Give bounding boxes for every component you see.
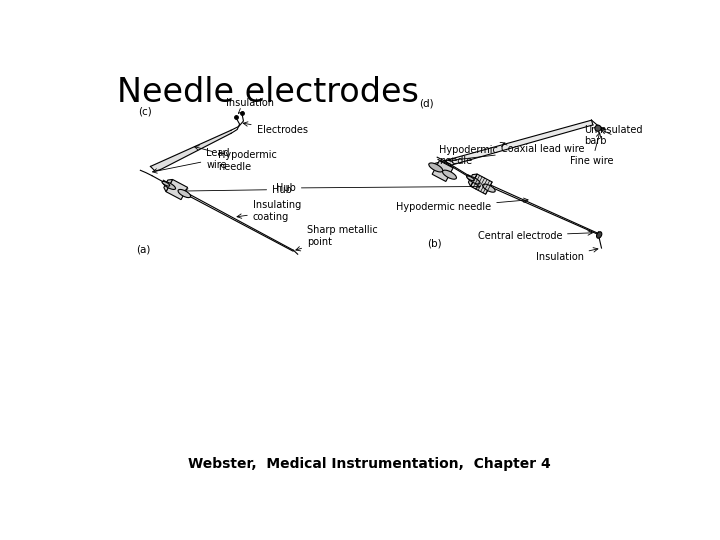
Polygon shape bbox=[150, 130, 231, 170]
Text: (d): (d) bbox=[419, 98, 434, 109]
Text: Needle electrodes: Needle electrodes bbox=[117, 76, 419, 109]
Polygon shape bbox=[471, 174, 492, 194]
Ellipse shape bbox=[163, 181, 176, 190]
Ellipse shape bbox=[429, 163, 443, 172]
Text: (a): (a) bbox=[137, 245, 151, 254]
Text: Uninsulated
barb: Uninsulated barb bbox=[585, 125, 643, 146]
Text: Hypodermic
needle: Hypodermic needle bbox=[438, 143, 505, 166]
Text: Coaxial lead wire: Coaxial lead wire bbox=[449, 145, 584, 163]
Text: Insulating
coating: Insulating coating bbox=[237, 200, 301, 222]
Text: Sharp metallic
point: Sharp metallic point bbox=[296, 225, 378, 251]
Text: Hypodermic needle: Hypodermic needle bbox=[396, 198, 528, 212]
Ellipse shape bbox=[467, 176, 480, 184]
Ellipse shape bbox=[482, 184, 495, 192]
Polygon shape bbox=[433, 120, 593, 170]
Polygon shape bbox=[432, 160, 453, 181]
Text: Hypodermic
needle: Hypodermic needle bbox=[194, 146, 276, 172]
Text: Insulation: Insulation bbox=[536, 248, 598, 262]
Text: Webster,  Medical Instrumentation,  Chapter 4: Webster, Medical Instrumentation, Chapte… bbox=[188, 457, 550, 471]
Ellipse shape bbox=[443, 170, 456, 179]
Ellipse shape bbox=[597, 232, 602, 238]
Text: Electrodes: Electrodes bbox=[243, 122, 307, 135]
Polygon shape bbox=[166, 179, 188, 200]
Text: Fine wire: Fine wire bbox=[570, 133, 614, 166]
Text: Central electrode: Central electrode bbox=[477, 231, 593, 241]
Text: (b): (b) bbox=[427, 239, 442, 248]
Circle shape bbox=[595, 125, 601, 131]
Text: Insulation: Insulation bbox=[225, 98, 274, 113]
Text: (c): (c) bbox=[138, 106, 152, 116]
Ellipse shape bbox=[178, 190, 191, 198]
Text: Lead
wire: Lead wire bbox=[153, 148, 230, 173]
Ellipse shape bbox=[162, 181, 170, 186]
Text: Hub: Hub bbox=[276, 183, 480, 193]
Polygon shape bbox=[164, 179, 173, 192]
Ellipse shape bbox=[467, 176, 474, 181]
Polygon shape bbox=[469, 174, 477, 186]
Text: Hub: Hub bbox=[184, 185, 292, 194]
